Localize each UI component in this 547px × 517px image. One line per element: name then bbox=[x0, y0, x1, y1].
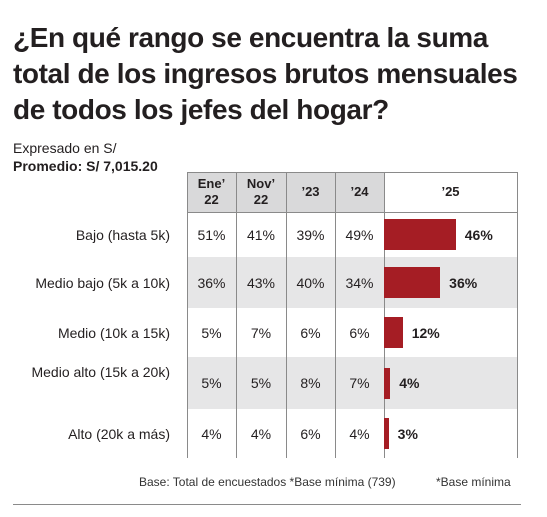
footer-base-note-extra: *Base mínima bbox=[436, 475, 511, 489]
table-cell: 49% bbox=[345, 226, 374, 243]
table-cell: 6% bbox=[300, 425, 321, 442]
table-cell: 51% bbox=[197, 226, 226, 243]
grid-vline bbox=[384, 172, 385, 458]
column-header: ’24 bbox=[350, 184, 369, 199]
row-label: Medio alto (15k a 20k) bbox=[31, 364, 170, 380]
bar-2025 bbox=[384, 367, 391, 399]
footer-divider bbox=[13, 504, 521, 505]
table-cell: 41% bbox=[246, 226, 276, 243]
bar-value-label: 36% bbox=[449, 274, 478, 291]
table-cell: 4% bbox=[349, 425, 370, 442]
table-cell: 7% bbox=[349, 375, 370, 391]
table-cell: 39% bbox=[296, 226, 325, 243]
table-cell: 6% bbox=[300, 324, 321, 341]
grid-vline bbox=[335, 172, 336, 458]
table-cell: 8% bbox=[300, 375, 321, 391]
row-label: Alto (20k a más) bbox=[68, 425, 170, 442]
table-cell: 6% bbox=[349, 324, 370, 341]
table-cell: 43% bbox=[246, 274, 276, 291]
chart-title: ¿En qué rango se encuentra la suma total… bbox=[13, 22, 518, 125]
bar-value-label: 12% bbox=[411, 324, 440, 341]
table-cell: 34% bbox=[345, 274, 374, 291]
bar-2025 bbox=[384, 219, 456, 250]
grid-vline bbox=[286, 172, 287, 458]
grid-hline bbox=[187, 172, 517, 173]
table-cell: 5% bbox=[250, 375, 272, 391]
header-band bbox=[187, 172, 384, 212]
table-cell: 36% bbox=[197, 274, 226, 291]
grid-hline bbox=[187, 212, 517, 213]
bar-2025 bbox=[384, 317, 403, 348]
chart-subtitle-currency: Expresado en S/ bbox=[13, 140, 117, 156]
bar-value-label: 4% bbox=[399, 375, 420, 391]
bar-value-label: 46% bbox=[464, 226, 493, 243]
bar-value-label: 3% bbox=[397, 425, 418, 442]
table-cell: 5% bbox=[201, 375, 222, 391]
column-header: ’25 bbox=[441, 184, 460, 199]
table-cell: 4% bbox=[201, 425, 222, 442]
grid-vline bbox=[187, 172, 188, 458]
table-cell: 4% bbox=[250, 425, 272, 442]
column-header: ’23 bbox=[301, 184, 320, 199]
table-cell: 5% bbox=[201, 324, 222, 341]
chart-subtitle-average: Promedio: S/ 7,015.20 bbox=[13, 158, 158, 174]
row-label: Medio bajo (5k a 10k) bbox=[35, 274, 170, 291]
grid-vline bbox=[517, 172, 518, 458]
table-cell: 40% bbox=[296, 274, 325, 291]
footer-base-note: Base: Total de encuestados *Base mínima … bbox=[139, 475, 396, 489]
column-header: Nov’ 22 bbox=[246, 176, 276, 207]
row-band bbox=[187, 357, 517, 409]
table-cell: 7% bbox=[250, 324, 272, 341]
grid-vline bbox=[236, 172, 237, 458]
bar-2025 bbox=[384, 418, 389, 449]
row-label: Medio (10k a 15k) bbox=[57, 324, 170, 341]
row-label: Bajo (hasta 5k) bbox=[75, 226, 170, 243]
column-header: Ene’ 22 bbox=[197, 176, 226, 207]
bar-2025 bbox=[384, 267, 441, 298]
row-band bbox=[187, 257, 517, 308]
